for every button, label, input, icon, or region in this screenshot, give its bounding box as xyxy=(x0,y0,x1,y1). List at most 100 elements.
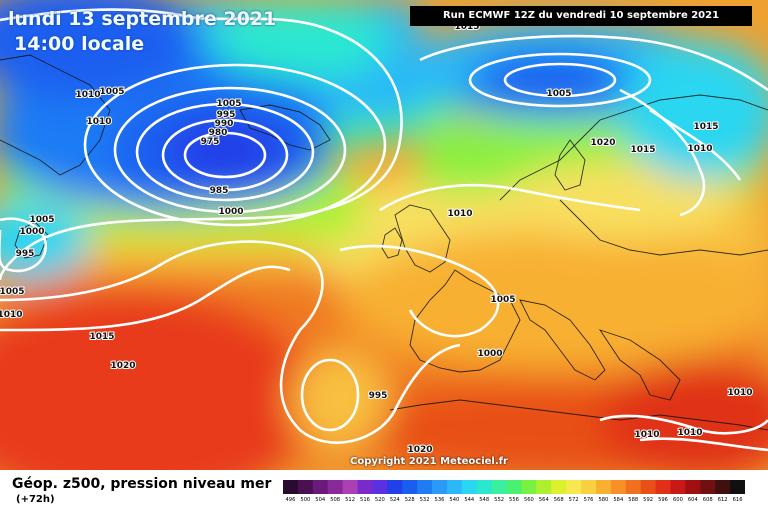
isobar-label: 1010 xyxy=(687,144,712,154)
scale-swatch xyxy=(581,480,597,494)
scale-swatch xyxy=(387,480,403,494)
isobar-label: 1000 xyxy=(19,227,44,237)
scale-swatch xyxy=(432,480,448,494)
scale-swatch xyxy=(566,480,582,494)
isobar-label: 1015 xyxy=(630,145,655,155)
scale-swatch xyxy=(327,480,344,494)
scale-swatch xyxy=(730,480,745,494)
scale-tick-label: 616 xyxy=(733,497,743,502)
scale-tick-label: 536 xyxy=(435,497,445,502)
scale-tick-label: 564 xyxy=(539,497,550,502)
scale-tick-label: 520 xyxy=(375,497,385,502)
scale-tick-label: 516 xyxy=(360,497,370,502)
isobar-label: 1000 xyxy=(218,207,243,217)
scale-tick-label: 584 xyxy=(613,497,624,502)
scale-tick-label: 612 xyxy=(718,497,728,502)
isobar-label: 1010 xyxy=(634,430,659,440)
isobar-label: 1010 xyxy=(0,310,23,320)
scale-tick-label: 544 xyxy=(464,497,475,502)
parameter-title: Géop. z500, pression niveau mer xyxy=(12,476,272,492)
scale-swatch xyxy=(625,480,642,494)
scale-swatch xyxy=(297,480,314,494)
isobar-labels: 1015100510101010100599599098097598510001… xyxy=(0,21,754,456)
isobar-label: 980 xyxy=(209,128,228,138)
scale-tick-label: 572 xyxy=(569,497,579,502)
scale-tick-label: 528 xyxy=(405,497,415,502)
scale-swatch xyxy=(312,480,329,494)
isobar-label: 1010 xyxy=(677,428,702,438)
copyright-notice: Copyright 2021 Meteociel.fr xyxy=(350,456,508,467)
isobar-label: 975 xyxy=(201,137,220,147)
scale-swatch xyxy=(610,480,627,494)
isobar-label: 1020 xyxy=(407,445,432,455)
scale-tick-label: 588 xyxy=(628,497,638,502)
color-scale-legend: 496 500 504 508 512 516 520 524 528 532 536 540 544 5… xyxy=(283,480,745,502)
scale-tick-label: 524 xyxy=(390,497,401,502)
scale-swatch xyxy=(342,480,359,494)
isobar-label: 995 xyxy=(217,110,236,120)
scale-swatch xyxy=(536,480,552,494)
scale-swatch xyxy=(491,480,508,494)
isobar-label: 1010 xyxy=(727,388,752,398)
scale-tick-label: 532 xyxy=(420,497,430,502)
scale-swatch xyxy=(700,480,716,494)
scale-swatch xyxy=(685,480,701,494)
scale-tick-label: 552 xyxy=(494,497,504,502)
scale-swatch xyxy=(446,480,463,494)
isobar-label: 1000 xyxy=(477,349,502,359)
isobar-label: 1020 xyxy=(110,361,135,371)
scale-swatch xyxy=(476,480,493,494)
forecast-time: 14:00 locale xyxy=(14,33,145,55)
isobar-label: 1010 xyxy=(447,209,472,219)
scale-swatch xyxy=(283,480,299,494)
scale-swatch xyxy=(640,480,657,494)
scale-swatch xyxy=(417,480,433,494)
scale-tick-label: 496 xyxy=(285,497,295,502)
isobar-label: 995 xyxy=(16,249,35,259)
scale-swatch xyxy=(357,480,373,494)
isobar-label: 985 xyxy=(210,186,229,196)
scale-tick-label: 576 xyxy=(584,497,594,502)
isobar-label: 1015 xyxy=(693,122,718,132)
scale-swatch xyxy=(670,480,686,494)
scale-tick-label: 500 xyxy=(300,497,310,502)
scale-swatch xyxy=(715,480,731,494)
scale-swatch xyxy=(506,480,522,494)
coastlines xyxy=(0,54,768,431)
isobar-label: 1015 xyxy=(89,332,114,342)
scale-swatch xyxy=(595,480,612,494)
scale-swatch xyxy=(461,480,478,494)
isobar-label: 1005 xyxy=(490,295,515,305)
scale-swatch xyxy=(551,480,567,494)
scale-tick-label: 592 xyxy=(643,497,653,502)
scale-tick-label: 548 xyxy=(479,497,489,502)
isobar-label: 1010 xyxy=(75,90,100,100)
scale-swatch xyxy=(402,480,418,494)
scale-tick-label: 580 xyxy=(598,497,608,502)
isobar-label: 1020 xyxy=(590,138,615,148)
isobar-label: 990 xyxy=(215,119,234,129)
isobar-label: 1005 xyxy=(99,87,124,97)
isobar-label: 995 xyxy=(369,391,388,401)
scale-swatch xyxy=(655,480,671,494)
model-run-banner: Run ECMWF 12Z du vendredi 10 septembre 2… xyxy=(410,6,752,26)
scale-tick-label: 568 xyxy=(554,497,564,502)
geopotential-map: 1015100510101010100599599098097598510001… xyxy=(0,0,768,470)
scale-tick-label: 560 xyxy=(524,497,534,502)
scale-tick-label: 596 xyxy=(658,497,668,502)
scale-tick-label: 512 xyxy=(345,497,355,502)
scale-tick-label: 540 xyxy=(449,497,459,502)
scale-tick-label: 508 xyxy=(330,497,340,502)
scale-tick-label: 504 xyxy=(315,497,326,502)
isobar-label: 1010 xyxy=(86,117,111,127)
isobar-label: 1005 xyxy=(29,215,54,225)
scale-tick-label: 604 xyxy=(688,497,699,502)
isobar-lines xyxy=(0,8,768,452)
scale-tick-label: 556 xyxy=(509,497,519,502)
isobar-label: 1005 xyxy=(216,99,241,109)
forecast-step: (+72h) xyxy=(16,494,55,505)
scale-tick-label: 600 xyxy=(673,497,683,502)
scale-swatch xyxy=(372,480,388,494)
scale-swatch xyxy=(521,480,537,494)
